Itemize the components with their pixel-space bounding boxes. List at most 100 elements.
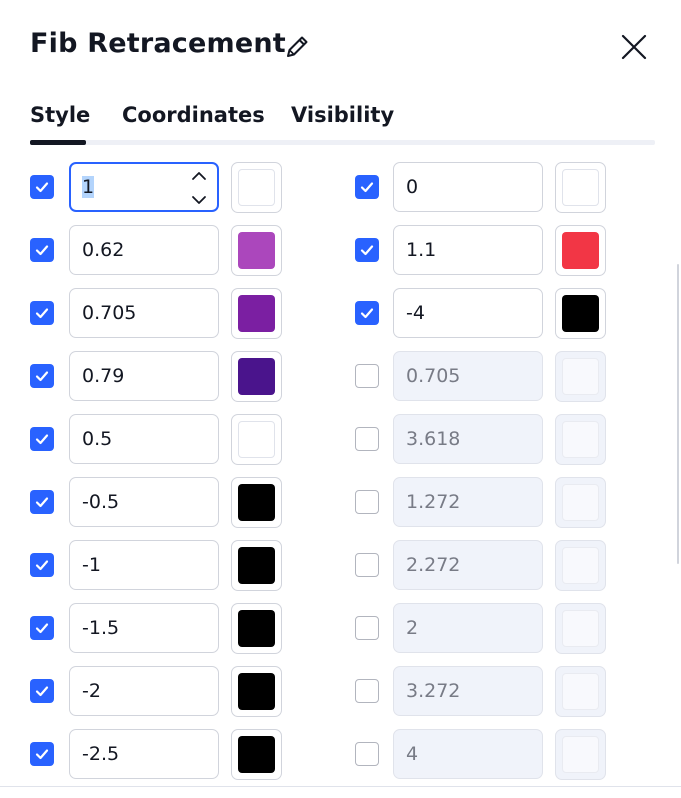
check-icon (360, 245, 374, 256)
level-color-swatch[interactable] (555, 351, 606, 402)
level-checkbox[interactable] (355, 490, 379, 514)
close-icon (621, 34, 647, 60)
tab-style[interactable]: Style (30, 103, 91, 127)
level-value-text: 1.272 (406, 491, 461, 513)
level-color-fill (238, 736, 275, 773)
level-checkbox[interactable] (355, 553, 379, 577)
level-color-swatch[interactable] (555, 666, 606, 717)
tab-visibility[interactable]: Visibility (291, 103, 395, 127)
level-color-fill (562, 610, 599, 647)
level-value-input[interactable]: -2.5 (69, 729, 219, 779)
level-value-text: 2.272 (406, 554, 461, 576)
level-value-input[interactable]: -0.5 (69, 477, 219, 527)
level-checkbox[interactable] (30, 301, 54, 325)
level-color-swatch[interactable] (231, 540, 282, 591)
level-value-text: 0.79 (82, 365, 125, 387)
level-value-text: 4 (406, 743, 419, 765)
level-value-input[interactable]: -1.5 (69, 603, 219, 653)
level-color-fill (562, 736, 599, 773)
level-value-input[interactable]: 1 (69, 162, 219, 212)
level-color-swatch[interactable] (231, 477, 282, 528)
level-value-input[interactable]: -4 (393, 288, 543, 338)
level-checkbox[interactable] (30, 616, 54, 640)
level-checkbox[interactable] (30, 427, 54, 451)
level-color-swatch[interactable] (231, 351, 282, 402)
level-color-swatch[interactable] (555, 225, 606, 276)
level-color-swatch[interactable] (231, 162, 282, 213)
check-icon (35, 560, 49, 571)
level-value-text: 0.705 (406, 365, 461, 387)
level-value-input[interactable]: -1 (69, 540, 219, 590)
level-color-swatch[interactable] (231, 225, 282, 276)
level-checkbox[interactable] (355, 238, 379, 262)
level-color-swatch[interactable] (555, 540, 606, 591)
level-checkbox[interactable] (355, 742, 379, 766)
close-button[interactable] (618, 31, 650, 63)
level-value-input[interactable]: 3.272 (393, 666, 543, 716)
level-value-input[interactable]: 1.272 (393, 477, 543, 527)
level-color-fill (238, 547, 275, 584)
level-value-input[interactable]: 2 (393, 603, 543, 653)
check-icon (35, 308, 49, 319)
tab-coordinates[interactable]: Coordinates (122, 103, 265, 127)
level-value-input[interactable]: 0.62 (69, 225, 219, 275)
level-value-input[interactable]: 0.705 (69, 288, 219, 338)
level-value-text: 0.5 (82, 428, 113, 450)
level-value-input[interactable]: 4 (393, 729, 543, 779)
level-value-input[interactable]: 0.705 (393, 351, 543, 401)
level-checkbox[interactable] (30, 553, 54, 577)
level-value-input[interactable]: -2 (69, 666, 219, 716)
level-checkbox[interactable] (355, 301, 379, 325)
level-checkbox[interactable] (30, 742, 54, 766)
level-color-fill (562, 232, 599, 269)
level-checkbox[interactable] (355, 427, 379, 451)
level-value-input[interactable]: 1.1 (393, 225, 543, 275)
check-icon (35, 371, 49, 382)
level-color-swatch[interactable] (231, 603, 282, 654)
check-icon (35, 434, 49, 445)
level-value-input[interactable]: 2.272 (393, 540, 543, 590)
level-color-swatch[interactable] (555, 729, 606, 780)
level-row: -1.5 2 (0, 603, 681, 655)
level-value-text: 3.272 (406, 680, 461, 702)
level-checkbox[interactable] (355, 679, 379, 703)
check-icon (35, 497, 49, 508)
level-value-input[interactable]: 0.5 (69, 414, 219, 464)
chevron-up-icon[interactable] (191, 171, 207, 181)
level-value-input[interactable]: 0.79 (69, 351, 219, 401)
level-checkbox[interactable] (355, 616, 379, 640)
level-checkbox[interactable] (30, 175, 54, 199)
level-color-swatch[interactable] (231, 414, 282, 465)
level-color-fill (562, 358, 599, 395)
level-checkbox[interactable] (30, 238, 54, 262)
level-checkbox[interactable] (30, 679, 54, 703)
edit-title-button[interactable] (281, 31, 313, 63)
level-color-fill (238, 673, 275, 710)
level-color-fill (238, 421, 275, 458)
level-checkbox[interactable] (355, 364, 379, 388)
level-value-text: -4 (406, 302, 425, 324)
level-color-swatch[interactable] (555, 477, 606, 528)
chevron-down-icon[interactable] (191, 195, 207, 205)
level-value-text: 1 (82, 176, 95, 198)
scrollbar[interactable] (677, 264, 679, 564)
level-color-swatch[interactable] (231, 288, 282, 339)
value-stepper[interactable] (189, 171, 209, 205)
level-value-input[interactable]: 0 (393, 162, 543, 212)
level-color-swatch[interactable] (555, 162, 606, 213)
level-color-swatch[interactable] (555, 603, 606, 654)
level-color-swatch[interactable] (231, 729, 282, 780)
level-color-fill (562, 421, 599, 458)
level-checkbox[interactable] (30, 490, 54, 514)
level-value-input[interactable]: 3.618 (393, 414, 543, 464)
level-color-swatch[interactable] (555, 414, 606, 465)
level-color-swatch[interactable] (231, 666, 282, 717)
level-row: 0.5 3.618 (0, 414, 681, 466)
level-color-fill (562, 295, 599, 332)
level-color-swatch[interactable] (555, 288, 606, 339)
level-row: 0.79 0.705 (0, 351, 681, 403)
level-color-fill (238, 232, 275, 269)
level-checkbox[interactable] (30, 364, 54, 388)
level-checkbox[interactable] (355, 175, 379, 199)
